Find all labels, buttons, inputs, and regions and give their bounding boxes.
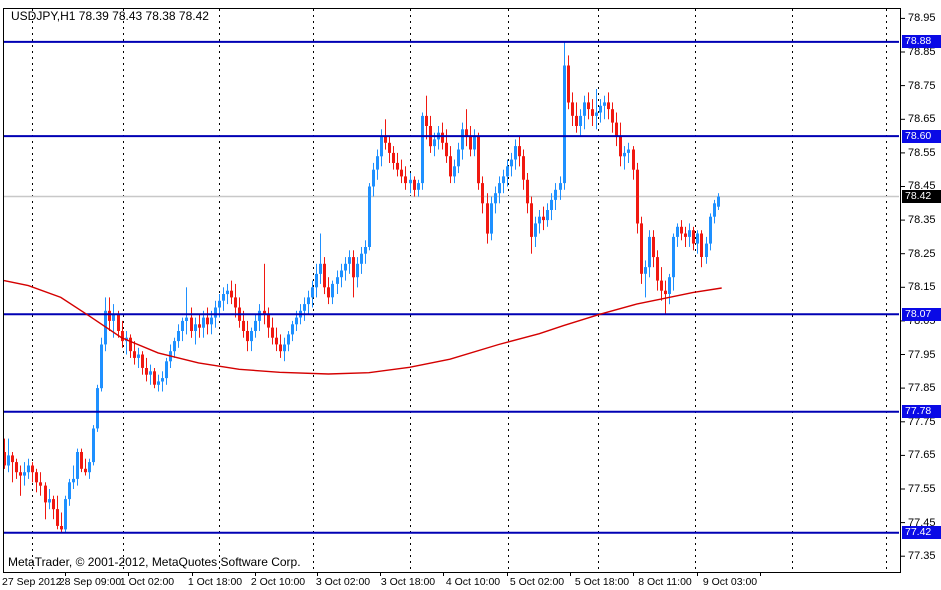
price-tick-label: 78.65 — [908, 113, 936, 125]
time-tick-label: 28 Sep 09:00 — [58, 576, 122, 588]
price-tick-label: 78.85 — [908, 46, 936, 58]
price-tick-label: 78.25 — [908, 248, 936, 260]
time-tick-label: 8 Oct 11:00 — [638, 576, 692, 588]
time-tick-label: 3 Oct 02:00 — [315, 576, 371, 588]
time-tick-label: 9 Oct 03:00 — [702, 576, 758, 588]
chart-symbol-ohlc-label: USDJPY,H1 78.39 78.43 78.38 78.42 — [11, 9, 209, 23]
time-tick-label: 1 Oct 18:00 — [187, 576, 243, 588]
time-tick-label: 5 Oct 02:00 — [509, 576, 565, 588]
moving-average-line[interactable] — [3, 279, 722, 375]
price-tick-label: 78.55 — [908, 147, 936, 159]
time-tick-label: 4 Oct 10:00 — [445, 576, 501, 588]
current-price-badge: 78.42 — [902, 190, 941, 203]
price-tick-label: 77.85 — [908, 382, 936, 394]
price-tick-label: 77.35 — [908, 550, 936, 562]
level-price-badge: 78.88 — [902, 35, 941, 48]
level-price-badge: 78.60 — [902, 130, 941, 143]
time-tick-label: 5 Oct 18:00 — [574, 576, 630, 588]
price-tick-label: 78.35 — [908, 214, 936, 226]
axis-tick-marks — [65, 17, 905, 576]
time-grid-lines — [32, 9, 887, 571]
price-tick-label: 77.65 — [908, 449, 936, 461]
price-tick-label: 78.75 — [908, 80, 936, 92]
horizontal-level-lines[interactable] — [4, 40, 899, 534]
price-tick-label: 78.15 — [908, 281, 936, 293]
time-tick-label: 1 Oct 02:00 — [119, 576, 175, 588]
time-tick-label: 2 Oct 10:00 — [250, 576, 306, 588]
level-price-badge: 77.42 — [902, 526, 941, 539]
price-tick-label: 78.45 — [908, 180, 936, 192]
level-price-badge: 77.78 — [902, 405, 941, 418]
candles-layer — [3, 41, 720, 533]
price-tick-label: 77.95 — [908, 349, 936, 361]
price-tick-label: 77.75 — [908, 416, 936, 428]
time-tick-label: 3 Oct 18:00 — [380, 576, 436, 588]
time-tick-label: 27 Sep 2012 — [2, 576, 62, 588]
level-price-badge: 78.07 — [902, 308, 941, 321]
copyright-label: MetaTrader, © 2001-2012, MetaQuotes Soft… — [8, 555, 301, 569]
plot-border — [3, 8, 901, 573]
price-tick-label: 78.95 — [908, 12, 936, 24]
price-tick-label: 77.55 — [908, 483, 936, 495]
